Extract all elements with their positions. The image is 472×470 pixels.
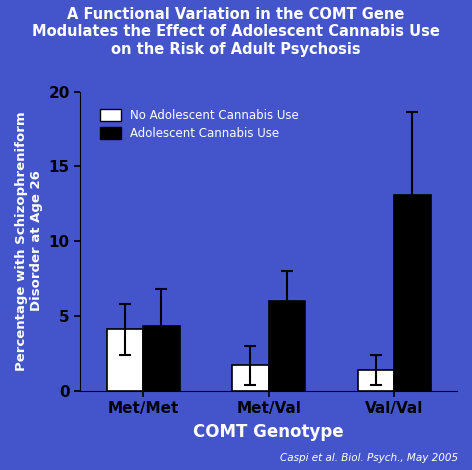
Bar xyxy=(358,369,394,391)
Text: A Functional Variation in the COMT Gene
Modulates the Effect of Adolescent Canna: A Functional Variation in the COMT Gene … xyxy=(32,7,440,57)
Y-axis label: Percentage with Schizophreniform
Disorder at Age 26: Percentage with Schizophreniform Disorde… xyxy=(15,111,43,371)
Bar xyxy=(394,195,431,391)
Legend: No Adolescent Cannabis Use, Adolescent Cannabis Use: No Adolescent Cannabis Use, Adolescent C… xyxy=(94,103,305,146)
Bar xyxy=(232,365,269,391)
Text: Caspi et al. Biol. Psych., May 2005: Caspi et al. Biol. Psych., May 2005 xyxy=(280,453,458,463)
X-axis label: COMT Genotype: COMT Genotype xyxy=(194,423,344,441)
Bar xyxy=(143,326,180,391)
Bar xyxy=(107,329,143,391)
Bar xyxy=(269,301,305,391)
